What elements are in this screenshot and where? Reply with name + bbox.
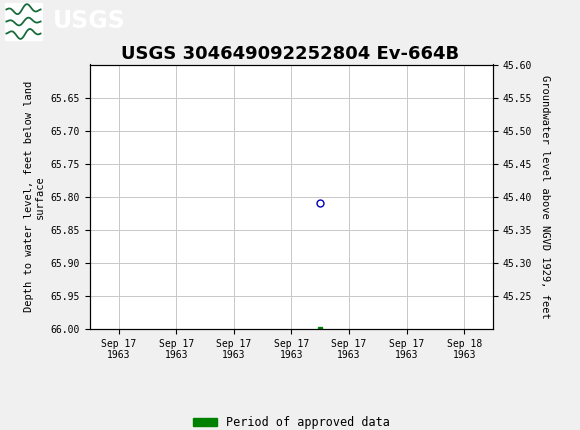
Bar	[5, 3, 42, 40]
Text: USGS: USGS	[53, 9, 125, 34]
Legend: Period of approved data: Period of approved data	[188, 412, 394, 430]
Text: USGS 304649092252804 Ev-664B: USGS 304649092252804 Ev-664B	[121, 45, 459, 63]
Y-axis label: Depth to water level, feet below land
surface: Depth to water level, feet below land su…	[24, 81, 45, 312]
Y-axis label: Groundwater level above NGVD 1929, feet: Groundwater level above NGVD 1929, feet	[541, 75, 550, 319]
